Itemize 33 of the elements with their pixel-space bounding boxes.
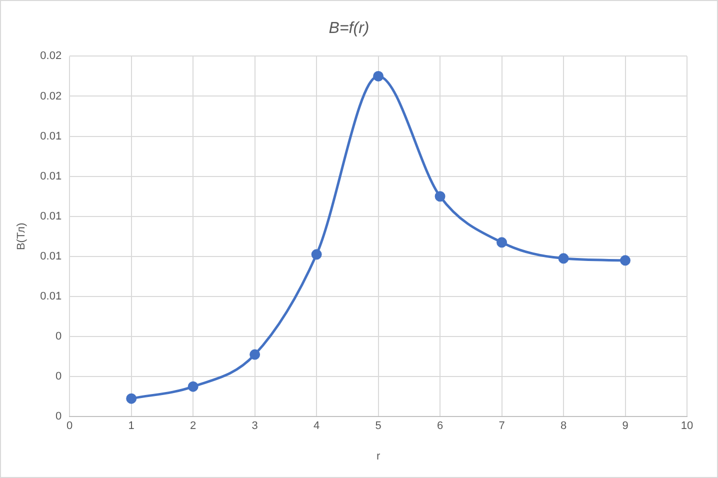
y-tick-label: 0.01 [40, 130, 62, 142]
x-tick-label: 8 [560, 420, 567, 432]
x-tick-label: 2 [190, 420, 196, 432]
x-tick-label: 6 [436, 420, 444, 432]
point [496, 237, 508, 248]
x-axis-title: r [376, 450, 380, 462]
point [558, 253, 569, 264]
point [188, 381, 198, 392]
point [434, 191, 446, 202]
y-tick-label: 0.01 [40, 170, 62, 182]
point [620, 255, 631, 266]
y-tick-label: 0 [55, 370, 62, 383]
point [311, 249, 322, 260]
x-tick-label: 4 [314, 420, 320, 432]
point [126, 393, 137, 404]
y-axis-title: B(Тл) [16, 222, 28, 250]
chart-title: B=f(r) [328, 20, 370, 38]
point [250, 349, 260, 360]
x-tick-label: 1 [128, 420, 134, 432]
y-tick-label: 0.02 [40, 90, 62, 102]
x-tick-label: 7 [498, 420, 505, 432]
y-tick-label: 0.02 [40, 50, 62, 62]
y-tick-label: 0 [55, 410, 62, 423]
x-tick-label: 3 [252, 420, 258, 432]
x-tick-label: 0 [66, 420, 73, 432]
y-tick-label: 0.01 [40, 210, 62, 222]
y-tick-label: 0.01 [40, 290, 62, 302]
x-tick-label: 5 [375, 420, 382, 432]
y-tick-label: 0 [55, 330, 62, 343]
point [373, 70, 384, 82]
y-tick-label: 0.01 [40, 250, 62, 262]
x-tick-label: 10 [680, 420, 694, 432]
x-tick-label: 9 [622, 420, 628, 432]
